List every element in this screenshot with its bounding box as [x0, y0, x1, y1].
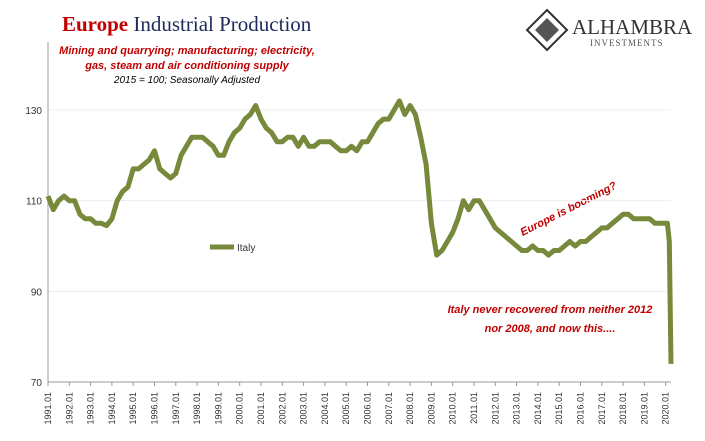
x-tick-label: 2007.01 — [384, 392, 394, 425]
x-tick-label: 2013.01 — [512, 392, 522, 425]
x-tick-label: 2010.01 — [448, 392, 458, 425]
y-tick-label: 130 — [25, 106, 42, 117]
x-tick-label: 2000.01 — [235, 392, 245, 425]
y-tick-label: 90 — [31, 287, 43, 298]
x-tick-label: 2001.01 — [256, 392, 266, 425]
logo-icon — [525, 8, 569, 52]
y-tick-label: 110 — [26, 197, 42, 208]
note: 2015 = 100; Seasonally Adjusted — [113, 75, 261, 86]
subtitle: gas, steam and air conditioning supply — [84, 60, 289, 72]
legend-label: Italy — [237, 243, 255, 254]
y-tick-label: 70 — [31, 378, 43, 389]
x-tick-label: 2012.01 — [490, 392, 500, 425]
title-rest: Industrial Production — [133, 12, 311, 36]
logo: ALHAMBRA INVESTMENTS — [525, 8, 693, 52]
data-line — [45, 98, 674, 364]
x-tick-label: 2005.01 — [341, 392, 351, 425]
x-tick-label: 2011.01 — [469, 392, 479, 424]
x-tick-label: 1996.01 — [149, 392, 159, 425]
x-tick-label: 2014.01 — [533, 392, 543, 425]
x-tick-label: 2009.01 — [426, 392, 436, 425]
x-tick-label: 2015.01 — [554, 392, 564, 425]
x-tick-label: 2017.01 — [597, 392, 607, 425]
x-tick-label: 2019.01 — [639, 392, 649, 425]
logo-icon — [535, 18, 559, 42]
x-tick-label: 2016.01 — [575, 392, 585, 425]
x-tick-label: 2003.01 — [299, 392, 309, 425]
logo-name: ALHAMBRA — [572, 15, 693, 39]
logo-tagline: INVESTMENTS — [590, 38, 664, 48]
x-tick-label: 1997.01 — [171, 392, 181, 425]
x-tick-label: 1992.01 — [64, 392, 74, 425]
chart-title: Europe Industrial Production — [62, 12, 312, 36]
x-tick-label: 2020.01 — [661, 392, 671, 425]
x-tick-label: 1995.01 — [128, 392, 138, 425]
subtitle: Mining and quarrying; manufacturing; ele… — [59, 45, 315, 57]
x-tick-label: 1994.01 — [107, 392, 117, 425]
x-tick-label: 2004.01 — [320, 392, 330, 425]
annotation: nor 2008, and now this.... — [485, 323, 616, 335]
x-tick-label: 1998.01 — [192, 392, 202, 425]
x-tick-label: 1991.01 — [43, 392, 53, 425]
x-tick-label: 2018.01 — [618, 392, 628, 425]
annotation: Italy never recovered from neither 2012 — [448, 304, 653, 316]
title-highlight: Europe — [62, 12, 128, 36]
x-tick-label: 2002.01 — [277, 392, 287, 425]
x-tick-label: 1993.01 — [86, 392, 96, 425]
x-tick-label: 1999.01 — [213, 392, 223, 425]
x-tick-label: 2008.01 — [405, 392, 415, 425]
x-tick-label: 2006.01 — [362, 392, 372, 425]
